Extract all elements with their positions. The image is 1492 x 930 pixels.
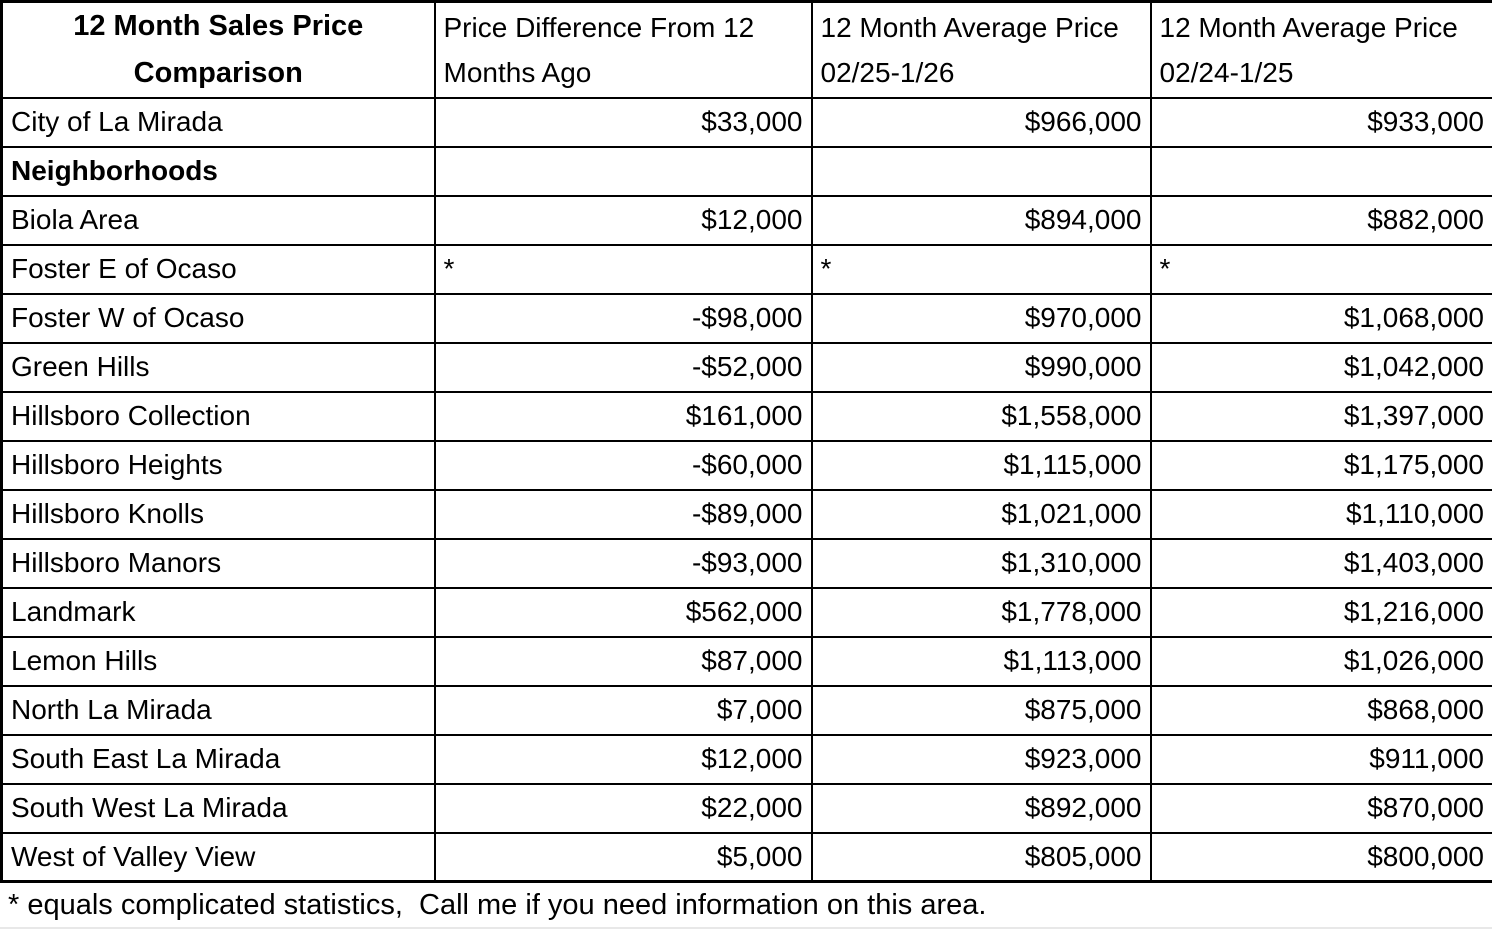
value-cell	[433, 145, 813, 197]
value-cell: $923,000	[810, 733, 1152, 785]
row-label: Green Hills	[0, 341, 436, 393]
table-body: City of La Mirada $33,000 $966,000 $933,000…	[0, 96, 1492, 883]
value-cell: -$93,000	[433, 537, 813, 589]
asterisk-cell: *	[810, 243, 1152, 295]
value-cell: $1,068,000	[1149, 292, 1492, 344]
row-label: Hillsboro Collection	[0, 390, 436, 442]
value-cell: $1,310,000	[810, 537, 1152, 589]
row-label: North La Mirada	[0, 684, 436, 736]
value-cell: $1,175,000	[1149, 439, 1492, 491]
value-cell: $970,000	[810, 292, 1152, 344]
value-cell: $1,115,000	[810, 439, 1152, 491]
value-cell: $562,000	[433, 586, 813, 638]
value-cell: -$60,000	[433, 439, 813, 491]
value-cell: $12,000	[433, 194, 813, 246]
footnote-text: * equals complicated statistics, Call me…	[0, 883, 1492, 930]
table-row: Hillsboro Manors -$93,000 $1,310,000 $1,403…	[0, 537, 1492, 589]
value-cell: $868,000	[1149, 684, 1492, 736]
value-cell: $911,000	[1149, 733, 1492, 785]
value-cell: $1,021,000	[810, 488, 1152, 540]
column-header-price-difference: Price Difference From 12 Months Ago	[433, 0, 813, 99]
sales-price-comparison-table: 12 Month Sales Price Comparison Price Di…	[0, 0, 1492, 884]
row-label: West of Valley View	[0, 831, 436, 883]
row-label: Lemon Hills	[0, 635, 436, 687]
value-cell: $894,000	[810, 194, 1152, 246]
table-row: Neighborhoods	[0, 145, 1492, 197]
value-cell	[810, 145, 1152, 197]
row-label: South West La Mirada	[0, 782, 436, 834]
value-cell: $1,216,000	[1149, 586, 1492, 638]
value-cell: $933,000	[1149, 96, 1492, 148]
column-header-avg-price-current: 12 Month Average Price 02/25-1/26	[810, 0, 1152, 99]
asterisk-cell: *	[433, 243, 813, 295]
table-row: Foster W of Ocaso -$98,000 $970,000 $1,068,…	[0, 292, 1492, 344]
table-row: Hillsboro Heights -$60,000 $1,115,000 $1,17…	[0, 439, 1492, 491]
value-cell: $1,042,000	[1149, 341, 1492, 393]
table-row: City of La Mirada $33,000 $966,000 $933,000	[0, 96, 1492, 148]
value-cell: -$89,000	[433, 488, 813, 540]
value-cell: $870,000	[1149, 782, 1492, 834]
value-cell: $33,000	[433, 96, 813, 148]
table-row: Hillsboro Knolls -$89,000 $1,021,000 $1,110…	[0, 488, 1492, 540]
value-cell: $161,000	[433, 390, 813, 442]
value-cell: $12,000	[433, 733, 813, 785]
value-cell: -$98,000	[433, 292, 813, 344]
row-label: South East La Mirada	[0, 733, 436, 785]
row-label: Foster E of Ocaso	[0, 243, 436, 295]
value-cell: $5,000	[433, 831, 813, 883]
table-row: Biola Area $12,000 $894,000 $882,000	[0, 194, 1492, 246]
value-cell: $1,558,000	[810, 390, 1152, 442]
value-cell: $892,000	[810, 782, 1152, 834]
column-header-avg-price-prior: 12 Month Average Price 02/24-1/25	[1149, 0, 1492, 99]
table-row: Hillsboro Collection $161,000 $1,558,000 $1…	[0, 390, 1492, 442]
row-label: Hillsboro Heights	[0, 439, 436, 491]
value-cell: $805,000	[810, 831, 1152, 883]
value-cell: $882,000	[1149, 194, 1492, 246]
row-label: Neighborhoods	[0, 145, 436, 197]
table-row: Lemon Hills $87,000 $1,113,000 $1,026,000	[0, 635, 1492, 687]
table-title-header: 12 Month Sales Price Comparison	[0, 0, 436, 99]
row-label: Hillsboro Manors	[0, 537, 436, 589]
value-cell: $1,113,000	[810, 635, 1152, 687]
value-cell: $990,000	[810, 341, 1152, 393]
asterisk-cell: *	[1149, 243, 1492, 295]
value-cell	[1149, 145, 1492, 197]
table-row: Landmark $562,000 $1,778,000 $1,216,000	[0, 586, 1492, 638]
table-row: South East La Mirada $12,000 $923,000 $911,…	[0, 733, 1492, 785]
table-row: Foster E of Ocaso * * *	[0, 243, 1492, 295]
table-row: North La Mirada $7,000 $875,000 $868,000	[0, 684, 1492, 736]
value-cell: $800,000	[1149, 831, 1492, 883]
value-cell: $1,403,000	[1149, 537, 1492, 589]
table-row: South West La Mirada $22,000 $892,000 $870,…	[0, 782, 1492, 834]
row-label: Biola Area	[0, 194, 436, 246]
value-cell: $875,000	[810, 684, 1152, 736]
table-row: West of Valley View $5,000 $805,000 $800,00…	[0, 831, 1492, 883]
value-cell: $1,397,000	[1149, 390, 1492, 442]
row-label: Hillsboro Knolls	[0, 488, 436, 540]
row-label: City of La Mirada	[0, 96, 436, 148]
value-cell: $1,778,000	[810, 586, 1152, 638]
value-cell: -$52,000	[433, 341, 813, 393]
header-row: 12 Month Sales Price Comparison Price Di…	[0, 0, 1492, 99]
value-cell: $1,110,000	[1149, 488, 1492, 540]
table-row: Green Hills -$52,000 $990,000 $1,042,000	[0, 341, 1492, 393]
row-label: Landmark	[0, 586, 436, 638]
row-label: Foster W of Ocaso	[0, 292, 436, 344]
value-cell: $7,000	[433, 684, 813, 736]
value-cell: $87,000	[433, 635, 813, 687]
value-cell: $1,026,000	[1149, 635, 1492, 687]
value-cell: $22,000	[433, 782, 813, 834]
value-cell: $966,000	[810, 96, 1152, 148]
